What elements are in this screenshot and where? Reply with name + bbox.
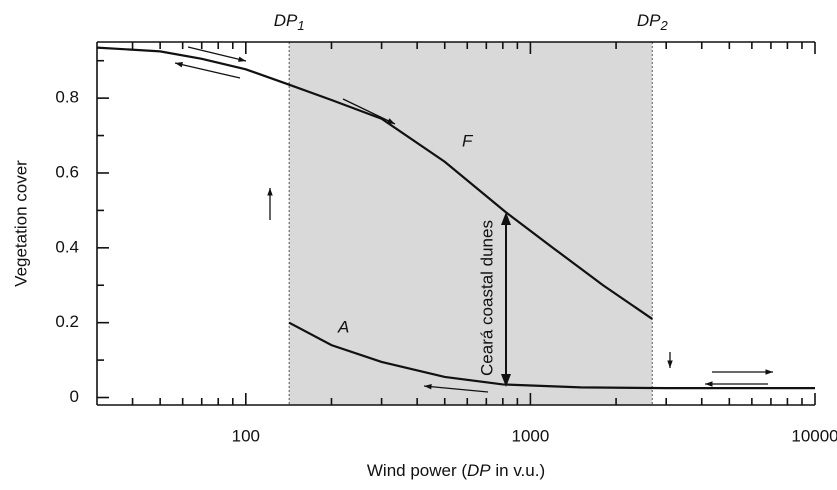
dp-label: DP1	[274, 11, 305, 33]
y-tick-label: 0.6	[55, 162, 79, 181]
y-tick-label: 0.4	[55, 237, 79, 256]
direction-arrow	[342, 98, 396, 125]
arrow-head	[501, 212, 511, 225]
arrow-head	[175, 62, 183, 68]
dp-sub: 1	[297, 18, 304, 33]
arrow-head	[765, 369, 773, 375]
y-axis-label: Vegetation cover	[11, 160, 30, 287]
dp-sub: 2	[659, 18, 668, 33]
direction-arrow	[174, 62, 241, 79]
arrow-head	[238, 56, 246, 62]
x-tick-label: 10000	[791, 426, 837, 445]
dp-label: DP2	[637, 11, 669, 33]
shaded-region	[289, 42, 653, 405]
y-tick-label: 0.2	[55, 312, 79, 331]
direction-arrow	[187, 46, 247, 62]
arrow-head	[667, 360, 673, 368]
curve	[288, 321, 815, 390]
x-label-part: in v.u.)	[491, 461, 545, 480]
x-tick-label: 100	[232, 426, 260, 445]
x-label-part: Wind power (	[367, 461, 467, 480]
arrow-head	[501, 374, 511, 387]
y-tick-label: 0.8	[55, 88, 79, 107]
dp-text: DP	[274, 11, 298, 30]
curve	[96, 46, 653, 320]
arrow-head	[387, 118, 395, 124]
x-axis-label: Wind power (DP in v.u.)	[367, 461, 545, 480]
arrow-head	[424, 383, 432, 390]
arrow-head	[267, 188, 273, 196]
dunes-label: Ceará coastal dunes	[477, 220, 496, 376]
x-tick-label: 1000	[511, 426, 549, 445]
arrow-head	[705, 381, 713, 387]
y-tick-label: 0	[70, 387, 79, 406]
curve-label: A	[337, 317, 349, 336]
direction-arrow	[423, 385, 489, 393]
dp-text: DP	[637, 11, 661, 30]
curve-label: F	[462, 131, 474, 150]
x-label-part: DP	[467, 461, 491, 480]
